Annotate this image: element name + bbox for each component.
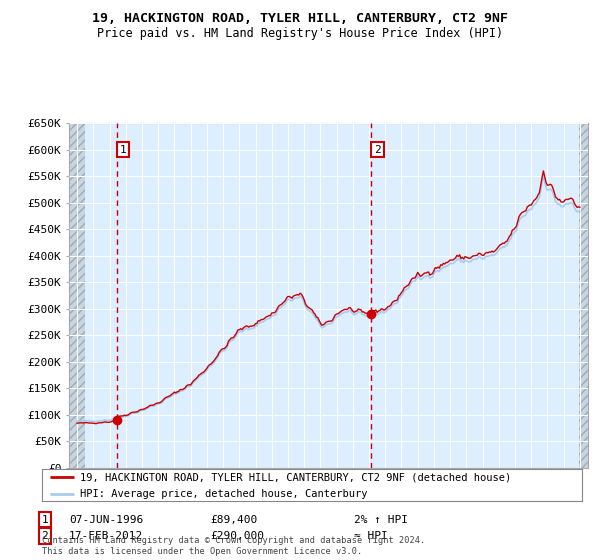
Text: 19, HACKINGTON ROAD, TYLER HILL, CANTERBURY, CT2 9NF (detached house): 19, HACKINGTON ROAD, TYLER HILL, CANTERB… [80,473,511,483]
Text: £290,000: £290,000 [210,531,264,541]
Text: 2: 2 [374,144,381,155]
Text: Price paid vs. HM Land Registry's House Price Index (HPI): Price paid vs. HM Land Registry's House … [97,27,503,40]
Text: 2% ↑ HPI: 2% ↑ HPI [354,515,408,525]
Text: 2: 2 [41,531,49,541]
Bar [69,123,85,468]
Text: 19, HACKINGTON ROAD, TYLER HILL, CANTERBURY, CT2 9NF: 19, HACKINGTON ROAD, TYLER HILL, CANTERB… [92,12,508,25]
Bar [69,123,85,468]
Text: Contains HM Land Registry data © Crown copyright and database right 2024.
This d: Contains HM Land Registry data © Crown c… [42,536,425,556]
Bar [578,123,588,468]
Text: HPI: Average price, detached house, Canterbury: HPI: Average price, detached house, Cant… [80,489,367,499]
Text: 1: 1 [120,144,127,155]
Text: 17-FEB-2012: 17-FEB-2012 [69,531,143,541]
Bar [578,123,588,468]
Text: ≈ HPI: ≈ HPI [354,531,388,541]
Text: £89,400: £89,400 [210,515,257,525]
Text: 1: 1 [41,515,49,525]
Text: 07-JUN-1996: 07-JUN-1996 [69,515,143,525]
